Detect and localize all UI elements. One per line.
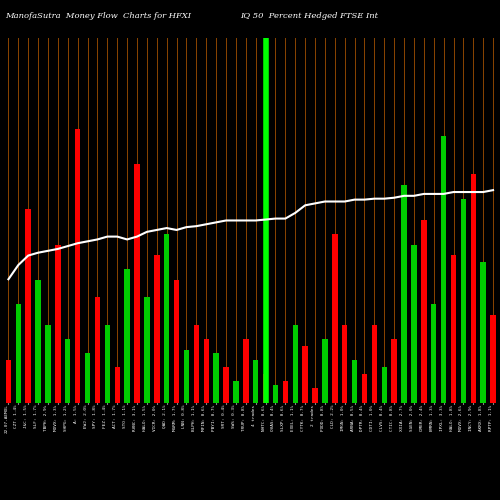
Bar [204,340,209,402]
Bar [154,255,160,402]
Bar [302,346,308,403]
Text: ManofaSutra  Money Flow  Charts for HFXI: ManofaSutra Money Flow Charts for HFXI [5,12,191,20]
Bar [233,382,238,402]
Bar [352,360,358,403]
Bar [273,385,278,402]
Bar [382,368,387,402]
Bar [174,280,180,402]
Bar [134,164,140,402]
Bar [332,234,338,402]
Bar [104,326,110,402]
Bar [214,354,219,403]
Bar [282,382,288,402]
Bar [65,340,70,402]
Bar [441,136,446,402]
Bar [292,326,298,402]
Bar [75,128,80,402]
Bar [322,340,328,402]
Bar [451,255,456,402]
Bar [342,326,347,402]
Bar [470,174,476,402]
Text: IQ 50  Percent Hedged FTSE Int: IQ 50 Percent Hedged FTSE Int [240,12,378,20]
Bar [184,350,189,403]
Bar [164,234,170,402]
Bar [224,368,228,402]
Bar [460,199,466,402]
Bar [243,340,248,402]
Bar [392,340,397,402]
Bar [421,220,426,402]
Bar [411,244,416,402]
Bar [490,315,496,402]
Bar [263,374,268,402]
Bar [36,280,41,402]
Bar [194,326,199,402]
Bar [372,326,377,402]
Bar [114,368,120,402]
Bar [55,244,60,402]
Bar [124,269,130,402]
Bar [480,262,486,402]
Bar [144,297,150,403]
Bar [46,326,51,402]
Bar [85,354,90,403]
Bar [402,185,407,402]
Bar [6,360,11,403]
Bar [26,210,31,402]
Bar [16,304,21,402]
Bar [253,360,258,403]
Bar [312,388,318,402]
Bar [431,304,436,402]
Bar [94,297,100,403]
Bar [362,374,367,402]
